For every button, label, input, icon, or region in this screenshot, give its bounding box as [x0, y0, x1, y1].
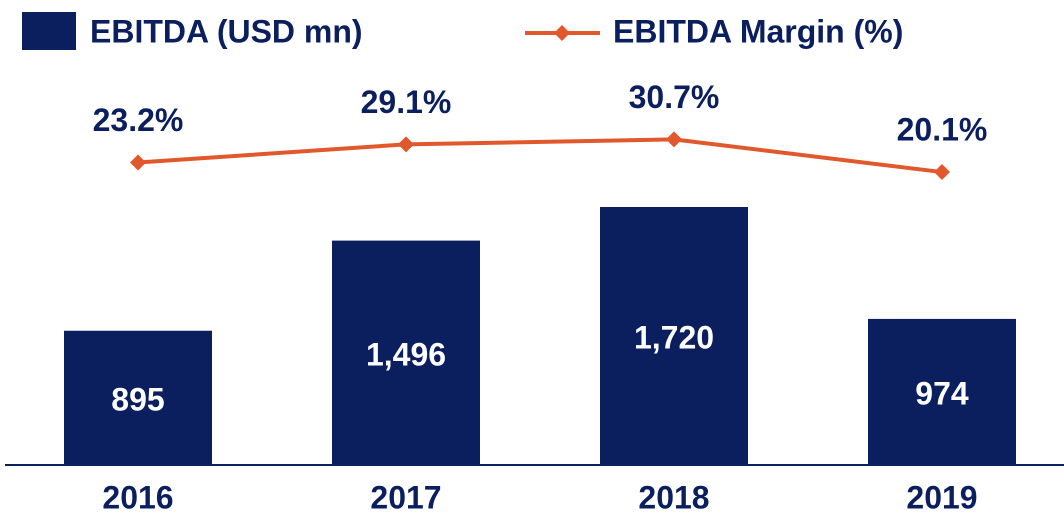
- x-tick-label: 2017: [370, 479, 441, 515]
- bar: [332, 240, 480, 465]
- x-tick-label: 2018: [638, 479, 709, 515]
- bar-value-label: 974: [915, 375, 969, 411]
- line-value-label: 20.1%: [897, 112, 988, 148]
- bar-value-label: 1,496: [366, 336, 446, 372]
- bar: [64, 330, 212, 465]
- x-tick-label: 2016: [102, 479, 173, 515]
- bar: [600, 207, 748, 465]
- line-marker: [130, 154, 146, 171]
- legend-label: EBITDA (USD mn): [90, 13, 363, 49]
- bar-value-label: 895: [111, 381, 164, 417]
- bar-value-label: 1,720: [634, 319, 714, 355]
- line-value-label: 23.2%: [93, 102, 184, 138]
- line-marker: [398, 136, 414, 153]
- bar: [868, 318, 1016, 465]
- line-value-label: 29.1%: [361, 84, 452, 120]
- line-marker: [934, 164, 950, 181]
- legend-swatch: [22, 12, 76, 50]
- x-tick-label: 2019: [906, 479, 977, 515]
- line: [137, 137, 943, 175]
- legend-marker: [554, 25, 570, 41]
- line-value-label: 30.7%: [629, 79, 720, 115]
- line-marker: [666, 131, 682, 148]
- legend-label: EBITDA Margin (%): [613, 13, 903, 49]
